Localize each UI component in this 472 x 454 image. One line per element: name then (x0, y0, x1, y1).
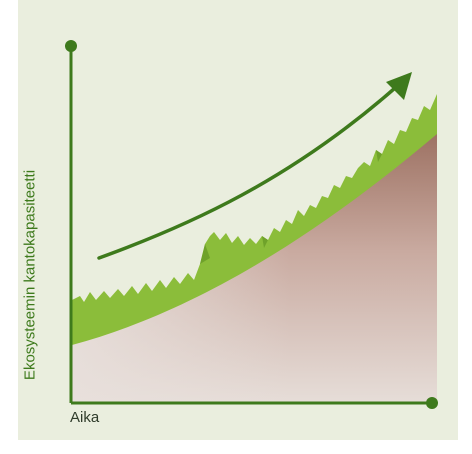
y-axis-end-dot (65, 40, 77, 52)
trend-arrow-head (386, 72, 412, 100)
y-axis-label: Ekosysteemin kantokapasiteetti (21, 169, 39, 381)
trend-arrow-line (97, 86, 397, 260)
x-axis-label: Aika (70, 409, 100, 426)
x-axis-end-dot (426, 397, 438, 409)
grass-band (72, 94, 437, 345)
